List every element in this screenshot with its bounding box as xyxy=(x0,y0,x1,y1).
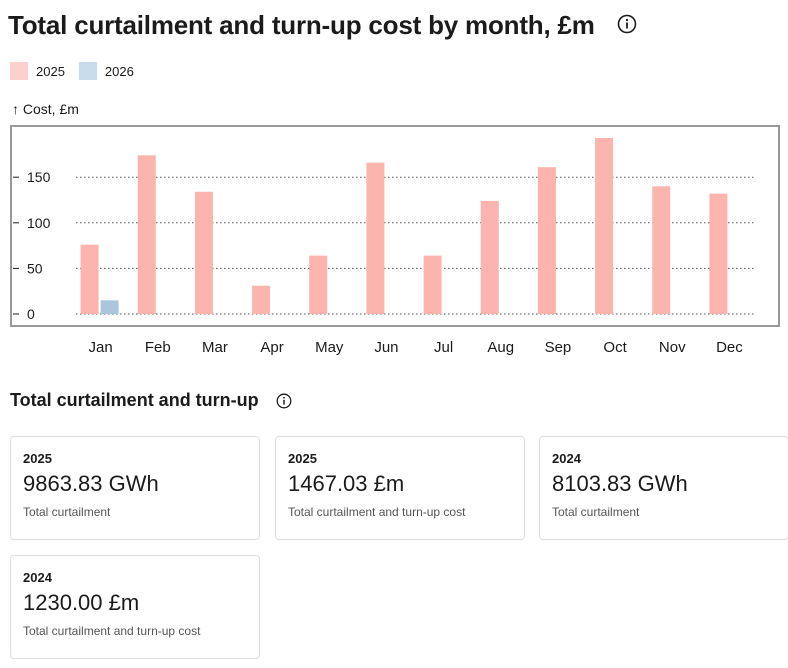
y-tick-label-100: 100 xyxy=(27,215,51,231)
bar-2025-dec[interactable] xyxy=(709,193,728,314)
y-tick-label-50: 50 xyxy=(27,260,43,276)
bar-2025-apr[interactable] xyxy=(252,285,271,314)
card-label: Total curtailment xyxy=(552,505,640,519)
bar-2025-may[interactable] xyxy=(309,255,328,314)
stat-card-curtailment-2024: 2024 8103.83 GWh Total curtailment xyxy=(539,436,788,540)
bar-2025-nov[interactable] xyxy=(652,186,671,314)
bar-2026-jan[interactable] xyxy=(100,300,119,314)
bar-2025-mar[interactable] xyxy=(194,191,213,314)
card-value: 8103.83 GWh xyxy=(552,471,688,496)
legend-item-2026[interactable]: 2026 xyxy=(78,62,134,80)
stat-card-cost-2024: 2024 1230.00 £m Total curtailment and tu… xyxy=(10,555,260,659)
card-value: 1467.03 £m xyxy=(288,471,405,496)
chart-plot-frame xyxy=(10,125,780,327)
bar-2025-jul[interactable] xyxy=(423,255,442,314)
x-tick-label-dec: Dec xyxy=(716,339,743,356)
stat-card-cost-2025: 2025 1467.03 £m Total curtailment and tu… xyxy=(275,436,525,540)
x-tick-label-apr: Apr xyxy=(260,339,283,356)
card-label: Total curtailment xyxy=(23,505,111,519)
bar-2025-aug[interactable] xyxy=(480,200,499,314)
x-tick-label-jun: Jun xyxy=(374,339,398,356)
section-title: Total curtailment and turn-up xyxy=(10,390,259,410)
section-info-icon[interactable] xyxy=(276,392,292,410)
x-tick-label-nov: Nov xyxy=(659,339,686,356)
legend-item-2025[interactable]: 2025 xyxy=(10,62,65,80)
card-value: 1230.00 £m xyxy=(23,590,140,615)
bar-2025-sep[interactable] xyxy=(537,167,556,314)
card-value: 9863.83 GWh xyxy=(23,471,159,496)
bar-2025-jan[interactable] xyxy=(80,244,99,314)
x-tick-label-sep: Sep xyxy=(545,339,572,356)
legend-label-2026: 2026 xyxy=(104,63,134,79)
y-tick-label-0: 0 xyxy=(27,306,35,322)
card-year: 2024 xyxy=(23,570,52,585)
x-tick-label-jul: Jul xyxy=(434,339,453,356)
x-tick-label-feb: Feb xyxy=(145,339,171,356)
legend-label-2025: 2025 xyxy=(36,63,65,79)
y-tick-label-150: 150 xyxy=(27,169,51,185)
legend-swatch-2025 xyxy=(10,62,28,80)
bar-2025-jun[interactable] xyxy=(366,162,385,314)
card-label: Total curtailment and turn-up cost xyxy=(288,505,466,519)
chart-legend: 2025 2026 xyxy=(10,62,148,80)
bar-chart: 0 50 100 150 Jan Feb Mar Apr May Jun Jul Aug Sep Oct N… xyxy=(13,137,754,356)
y-axis-label: ↑ Cost, £m xyxy=(12,101,79,117)
card-label: Total curtailment and turn-up cost xyxy=(23,624,201,638)
card-year: 2025 xyxy=(288,451,317,466)
bar-2025-oct[interactable] xyxy=(595,137,614,314)
bar-2025-feb[interactable] xyxy=(137,155,156,314)
stat-card-curtailment-2025: 2025 9863.83 GWh Total curtailment xyxy=(10,436,260,540)
x-tick-label-oct: Oct xyxy=(603,339,627,356)
card-year: 2024 xyxy=(552,451,581,466)
x-tick-label-jan: Jan xyxy=(88,339,112,356)
x-tick-label-aug: Aug xyxy=(487,339,514,356)
card-year: 2025 xyxy=(23,451,52,466)
x-tick-label-mar: Mar xyxy=(202,339,228,356)
legend-swatch-2026 xyxy=(78,62,97,80)
chart-title: Total curtailment and turn-up cost by mo… xyxy=(8,10,595,40)
info-icon[interactable] xyxy=(617,14,637,34)
x-tick-label-may: May xyxy=(315,339,344,356)
